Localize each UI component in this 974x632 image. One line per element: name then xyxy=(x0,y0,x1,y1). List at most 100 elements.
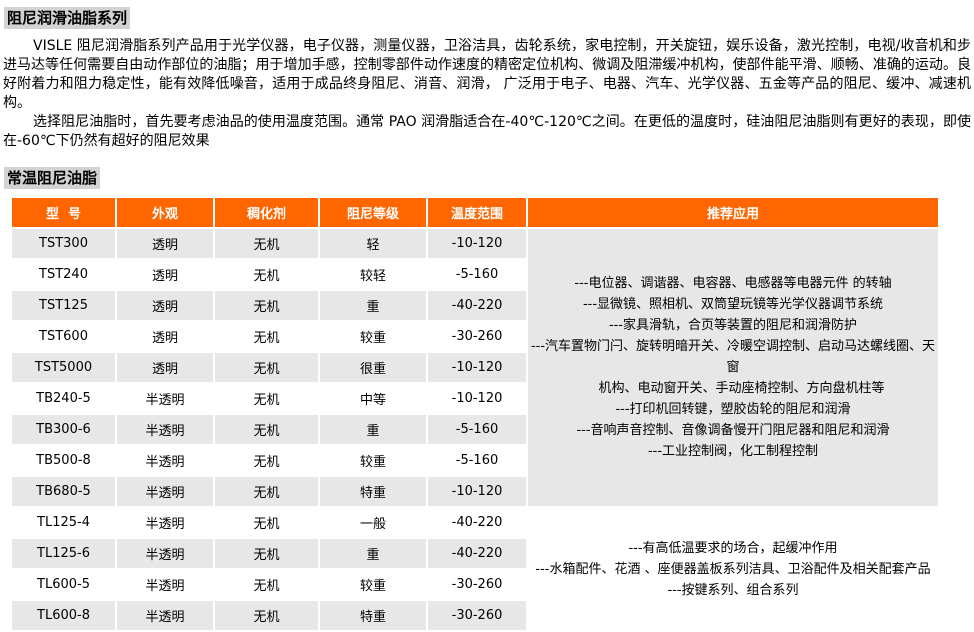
cell-model: TB240-5 xyxy=(12,384,115,413)
header-temp-range: 温度范围 xyxy=(428,198,526,227)
cell-damping-level: 较轻 xyxy=(320,260,426,289)
cell-temp-range: -5-160 xyxy=(428,415,526,444)
cell-appearance: 半透明 xyxy=(117,384,213,413)
header-applications: 推荐应用 xyxy=(528,198,938,227)
cell-appearance: 透明 xyxy=(117,229,213,258)
cell-model: TST600 xyxy=(12,322,115,351)
table-row: TL600-5 半透明 无机 较重 -30-260 xyxy=(12,570,938,599)
cell-appearance: 半透明 xyxy=(117,508,213,537)
cell-appearance: 半透明 xyxy=(117,446,213,475)
cell-damping-level: 较重 xyxy=(320,322,426,351)
cell-temp-range: -30-260 xyxy=(428,322,526,351)
cell-temp-range: -30-260 xyxy=(428,601,526,630)
application-line: ---工业控制阀，化工制程控制 xyxy=(647,444,819,459)
cell-model: TST125 xyxy=(12,291,115,320)
cell-model: TL600-8 xyxy=(12,601,115,630)
application-line: ---水箱配件、花酒 、座便器盖板系列洁具、卫浴配件及相关配套产品 xyxy=(535,561,931,577)
intro-paragraph-2: 选择阻尼油脂时，首先要考虑油品的使用温度范围。通常 PAO 润滑脂适合在-40℃… xyxy=(3,114,971,149)
table-row: TB240-5 半透明 无机 中等 -10-120 xyxy=(12,384,938,413)
application-line: ---家具滑轨，合页等装置的阻尼和润滑防护 xyxy=(608,318,858,333)
header-model: 型 号 xyxy=(12,198,115,227)
cell-thickener: 无机 xyxy=(215,384,318,413)
application-line: ---电位器、调谐器、电容器、电感器等电器元件 的转轴 xyxy=(574,276,892,291)
cell-thickener: 无机 xyxy=(215,260,318,289)
application-line: ---音响声音控制、音像调备慢开门阻尼器和阻尼和润滑 xyxy=(576,423,890,438)
cell-damping-level: 重 xyxy=(320,291,426,320)
cell-model: TL125-6 xyxy=(12,539,115,568)
application-line: ---按键系列、组合系列 xyxy=(667,582,799,598)
application-line: ---显微镜、照相机、双筒望玩镜等光学仪器调节系统 xyxy=(582,297,884,312)
cell-damping-level: 较重 xyxy=(320,446,426,475)
header-damping-level: 阻尼等级 xyxy=(320,198,426,227)
cell-thickener: 无机 xyxy=(215,539,318,568)
cell-appearance: 半透明 xyxy=(117,539,213,568)
cell-model: TST300 xyxy=(12,229,115,258)
cell-appearance: 透明 xyxy=(117,353,213,382)
cell-damping-level: 一般 xyxy=(320,508,426,537)
cell-thickener: 无机 xyxy=(215,229,318,258)
cell-temp-range: -10-120 xyxy=(428,477,526,506)
header-appearance: 外观 xyxy=(117,198,213,227)
intro-paragraph-1: VISLE 阻尼润滑脂系列产品用于光学仪器，电子仪器，测量仪器，卫浴洁具，齿轮系… xyxy=(3,38,971,111)
cell-temp-range: -5-160 xyxy=(428,260,526,289)
cell-damping-level: 中等 xyxy=(320,384,426,413)
cell-thickener: 无机 xyxy=(215,446,318,475)
cell-damping-level: 重 xyxy=(320,539,426,568)
application-line: 机构、电动窗开关、手动座椅控制、方向盘机柱等 xyxy=(581,381,885,396)
cell-model: TB300-6 xyxy=(12,415,115,444)
cell-temp-range: -10-120 xyxy=(428,384,526,413)
cell-model: TB680-5 xyxy=(12,477,115,506)
cell-damping-level: 很重 xyxy=(320,353,426,382)
cell-thickener: 无机 xyxy=(215,322,318,351)
cell-damping-level: 特重 xyxy=(320,601,426,630)
cell-temp-range: -5-160 xyxy=(428,446,526,475)
page-title-line: 阻尼润滑油脂系列 xyxy=(4,7,971,29)
damping-grease-table: 型 号 外观 稠化剂 阻尼等级 温度范围 推荐应用 TST300 透明 无机 轻… xyxy=(10,196,940,632)
table-row: TST300 透明 无机 轻 -10-120 ---电位器、调谐器、电容器、电感… xyxy=(12,229,938,506)
cell-thickener: 无机 xyxy=(215,353,318,382)
application-line: ---打印机回转键，塑胶齿轮的阻尼和润滑 xyxy=(615,402,851,417)
cell-temp-range: -40-220 xyxy=(428,508,526,537)
cell-model: TB500-8 xyxy=(12,446,115,475)
table-row: TST240 透明 无机 较轻 -5-160 xyxy=(12,260,938,289)
header-thickener: 稠化剂 xyxy=(215,198,318,227)
cell-thickener: 无机 xyxy=(215,570,318,599)
cell-model: TL600-5 xyxy=(12,570,115,599)
section-title: 常温阻尼油脂 xyxy=(4,167,101,189)
table-row: TST600 透明 无机 较重 -30-260 xyxy=(12,322,938,351)
page-title: 阻尼润滑油脂系列 xyxy=(4,7,131,29)
cell-appearance: 半透明 xyxy=(117,601,213,630)
cell-temp-range: -30-260 xyxy=(428,570,526,599)
cell-model: TL125-4 xyxy=(12,508,115,537)
cell-damping-level: 较重 xyxy=(320,570,426,599)
cell-appearance: 半透明 xyxy=(117,415,213,444)
cell-appearance: 透明 xyxy=(117,291,213,320)
cell-thickener: 无机 xyxy=(215,477,318,506)
cell-temp-range: -40-220 xyxy=(428,291,526,320)
section-title-line: 常温阻尼油脂 xyxy=(4,167,971,189)
cell-temp-range: -10-120 xyxy=(428,229,526,258)
cell-temp-range: -40-220 xyxy=(428,539,526,568)
table-row: TST125 透明 无机 重 -40-220 xyxy=(12,291,938,320)
table-row: TST5000 透明 无机 很重 -10-120 xyxy=(12,353,938,382)
cell-thickener: 无机 xyxy=(215,601,318,630)
table-row: TL125-4 半透明 无机 一般 -40-220 ---有高低温要求的场合，起… xyxy=(12,508,938,630)
cell-temp-range: -10-120 xyxy=(428,353,526,382)
application-line: ---有高低温要求的场合，起缓冲作用 xyxy=(628,540,838,556)
cell-appearance: 半透明 xyxy=(117,570,213,599)
table-row: TL125-6 半透明 无机 重 -40-220 xyxy=(12,539,938,568)
cell-thickener: 无机 xyxy=(215,508,318,537)
table-header-row: 型 号 外观 稠化剂 阻尼等级 温度范围 推荐应用 xyxy=(12,198,938,227)
cell-appearance: 半透明 xyxy=(117,477,213,506)
table-row: TB300-6 半透明 无机 重 -5-160 xyxy=(12,415,938,444)
table-row: TB500-8 半透明 无机 较重 -5-160 xyxy=(12,446,938,475)
cell-damping-level: 轻 xyxy=(320,229,426,258)
application-line: ---汽车置物门闩、旋转明暗开关、冷暖空调控制、启动马达螺线圈、天窗 xyxy=(530,339,936,375)
cell-damping-level: 特重 xyxy=(320,477,426,506)
applications-group-1: ---电位器、调谐器、电容器、电感器等电器元件 的转轴 ---显微镜、照相机、双… xyxy=(528,229,938,506)
cell-model: TST240 xyxy=(12,260,115,289)
applications-group-2: ---有高低温要求的场合，起缓冲作用 ---水箱配件、花酒 、座便器盖板系列洁具… xyxy=(528,508,938,630)
cell-thickener: 无机 xyxy=(215,415,318,444)
cell-damping-level: 重 xyxy=(320,415,426,444)
